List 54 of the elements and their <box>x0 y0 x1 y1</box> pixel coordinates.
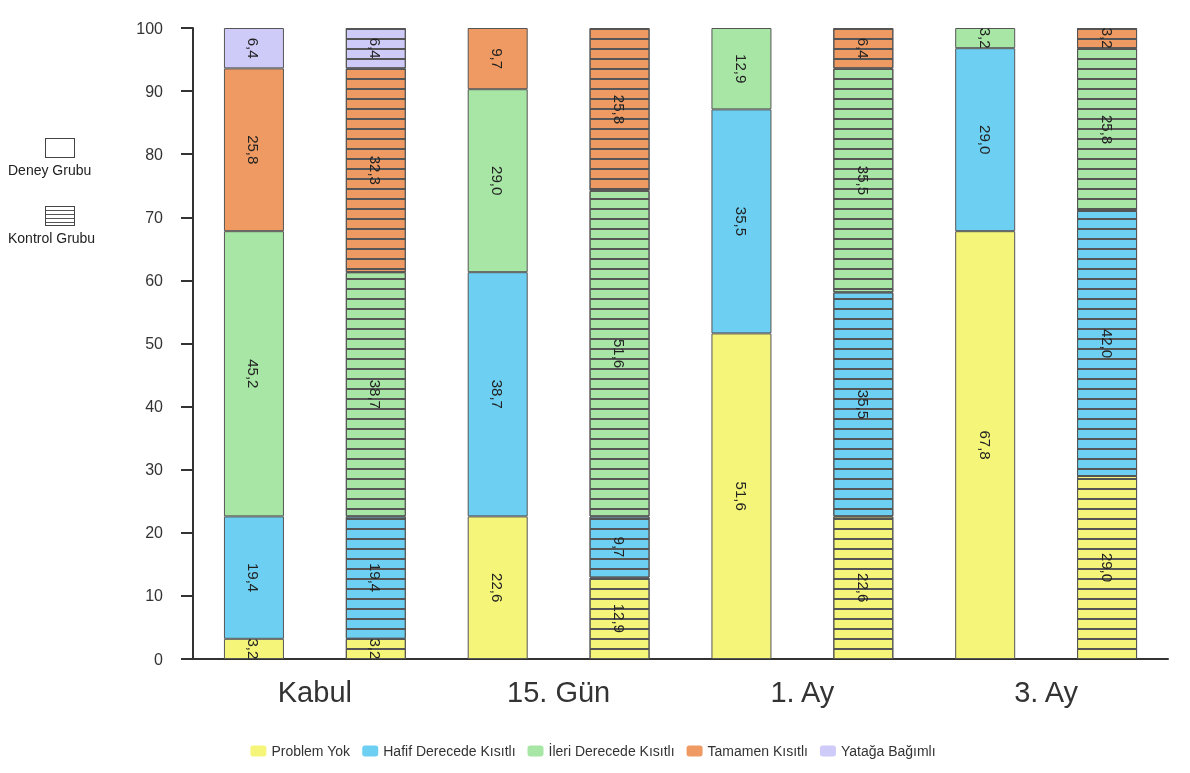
data-label: 3,2 <box>976 27 994 49</box>
data-label: 35,5 <box>854 165 872 195</box>
data-label: 19,4 <box>367 563 385 593</box>
y-tick-label: 0 <box>154 650 164 668</box>
y-tick-label: 80 <box>145 145 164 163</box>
data-label: 35,5 <box>854 389 872 419</box>
legend-label: Tamamen Kısıtlı <box>707 743 808 759</box>
data-label: 32,3 <box>367 155 385 185</box>
legend-label: Problem Yok <box>271 743 351 759</box>
data-label: 25,8 <box>245 135 263 165</box>
data-label: 67,8 <box>976 430 994 460</box>
data-label: 12,9 <box>732 54 750 84</box>
data-label: 22,6 <box>854 573 872 603</box>
x-tick-label: 15. Gün <box>507 675 611 708</box>
legend-label: İleri Derecede Kısıtlı <box>548 742 675 759</box>
y-tick-label: 20 <box>145 524 164 542</box>
data-label: 38,7 <box>489 379 507 409</box>
data-label: 3,2 <box>367 638 385 660</box>
legend-label: Yatağa Bağımlı <box>840 743 936 759</box>
data-label: 3,2 <box>245 638 263 660</box>
data-label: 25,8 <box>1098 114 1116 145</box>
data-label: 51,6 <box>732 481 750 511</box>
text: Kontrol Grubu <box>8 230 97 246</box>
legend-label: Hafif Derecede Kısıtlı <box>383 743 516 759</box>
y-tick-label: 90 <box>145 82 164 100</box>
data-label: 42,0 <box>1098 328 1116 359</box>
y-tick-label: 30 <box>145 461 164 479</box>
data-label: 22,6 <box>489 573 507 603</box>
data-label: 38,7 <box>367 379 385 409</box>
y-tick-label: 100 <box>136 19 164 37</box>
data-label: 9,7 <box>611 536 629 558</box>
y-tick-label: 70 <box>145 208 164 226</box>
y-tick-label: 50 <box>145 335 164 352</box>
data-label: 45,2 <box>245 359 263 389</box>
data-label: 3,2 <box>1098 27 1116 49</box>
data-label: 6,4 <box>367 37 385 59</box>
data-label: 19,4 <box>245 563 263 593</box>
data-label: 29,0 <box>1098 552 1116 583</box>
data-label: 9,7 <box>489 48 507 70</box>
data-label: 29,0 <box>976 125 994 155</box>
data-label: 6,4 <box>245 37 263 59</box>
data-label: 12,9 <box>611 603 629 633</box>
data-label: 35,5 <box>732 206 750 236</box>
y-tick-label: 40 <box>145 398 164 416</box>
data-label: 29,0 <box>489 166 507 196</box>
data-label: 51,6 <box>611 338 629 369</box>
x-tick-label: Kabul <box>277 675 352 708</box>
data-label: 25,8 <box>611 94 629 124</box>
x-tick-label: 1. Ay <box>770 675 835 708</box>
y-tick-label: 10 <box>145 587 164 605</box>
data-label: 6,4 <box>854 37 872 59</box>
x-tick-label: 3. Ay <box>1014 675 1079 708</box>
text: Deney Grubu <box>8 162 93 178</box>
y-tick-label: 60 <box>145 271 164 289</box>
